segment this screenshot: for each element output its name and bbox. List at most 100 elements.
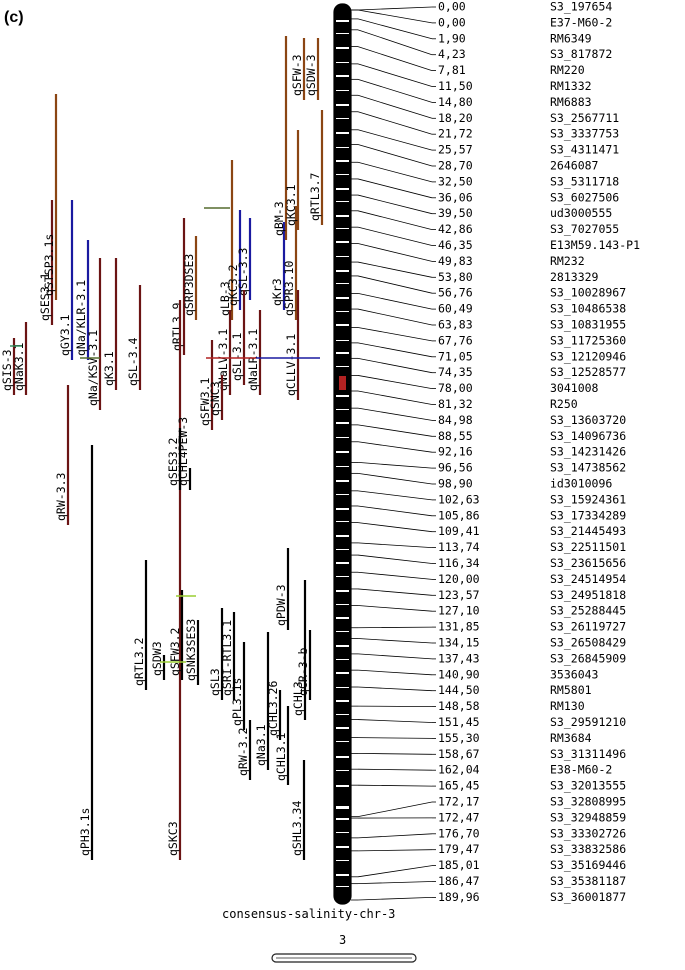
chromosome-band (336, 818, 349, 820)
qtl-label: qSFW3.1 (198, 377, 212, 426)
chromosome-band (336, 741, 349, 742)
marker-connector (357, 6, 433, 11)
marker-position: 148,58 (438, 699, 480, 713)
marker-name: S3_29591210 (550, 715, 626, 729)
marker-position: 46,35 (438, 238, 473, 252)
marker-connector (357, 94, 433, 119)
marker-connector (357, 505, 433, 517)
marker-connector (357, 129, 433, 151)
chromosome-band (336, 132, 349, 134)
marker-connector (357, 571, 433, 580)
marker-name: S3_14231426 (550, 445, 626, 459)
marker-connector (357, 357, 433, 374)
marker-connector (357, 638, 433, 644)
marker-connector (357, 178, 433, 199)
marker-name: S3_25288445 (550, 604, 626, 618)
marker-connector (357, 490, 433, 501)
chromosome-bar (333, 3, 352, 905)
marker-name: S3_15924361 (550, 492, 626, 506)
qtl-label: qSNC3 (208, 381, 222, 416)
marker-name: S3_817872 (550, 47, 612, 61)
marker-name: S3_11725360 (550, 333, 626, 347)
chromosome-band (336, 75, 349, 77)
marker-position: 60,49 (438, 302, 473, 316)
marker-position: 127,10 (438, 604, 480, 618)
marker-position: 14,80 (438, 95, 473, 109)
qtl-label: qNa3.1 (254, 724, 268, 766)
chromosome-band (336, 147, 349, 148)
chromosome-band (336, 860, 349, 861)
marker-name: S3_2567711 (550, 111, 619, 125)
marker-name: E38-M60-2 (550, 763, 612, 777)
marker-name: R250 (550, 397, 578, 411)
marker-position: 0,00 (438, 0, 466, 14)
chromosome-band (336, 340, 349, 341)
marker-name: S3_5311718 (550, 174, 619, 188)
qtl-label: qCHL3 (291, 681, 305, 716)
marker-position: 131,85 (438, 620, 480, 634)
chromosome-band (336, 409, 349, 410)
chromosome-title: consensus-salinity-chr-3 (222, 907, 395, 921)
chromosome-band (336, 270, 349, 272)
marker-position: 39,50 (438, 206, 473, 220)
chromosome-band (336, 188, 349, 190)
marker-connector (357, 881, 433, 885)
qtl-label: qPDW-3 (274, 584, 288, 626)
marker-name: S3_13603720 (550, 413, 626, 427)
qtl-label: qNaK3.1 (12, 342, 26, 391)
qtl-label: qRW-3.3 (54, 472, 68, 521)
marker-connector (357, 275, 433, 294)
chromosome-band (336, 118, 349, 119)
chromosome-band (336, 672, 349, 674)
marker-connector (357, 194, 433, 215)
marker-name: S3_3337753 (550, 127, 619, 141)
marker-position: 81,32 (438, 397, 473, 411)
marker-position: 109,41 (438, 524, 480, 538)
marker-position: 0,00 (438, 15, 466, 29)
marker-name: RM3684 (550, 731, 592, 745)
marker-name: S3_12120946 (550, 349, 626, 363)
chromosome-band (336, 104, 349, 106)
marker-name: S3_26508429 (550, 636, 626, 650)
marker-name: S3_22511501 (550, 540, 626, 554)
marker-name: S3_36001877 (550, 890, 626, 904)
chromosome-band (336, 256, 349, 257)
qtl-label: qSNK3SES3 (184, 619, 198, 681)
marker-name: S3_21445493 (550, 524, 626, 538)
qtl-label: qCR-3-b (296, 647, 310, 696)
chromosome-band (336, 451, 349, 453)
chromosome-band (336, 494, 349, 495)
qtl-label: qNaLR-3.1 (246, 329, 260, 391)
marker-connector (357, 111, 433, 135)
chromosome-band (336, 846, 349, 848)
qtl-label: qSPR3.10 (282, 261, 296, 316)
marker-connector (357, 669, 433, 676)
marker-name: RM6883 (550, 95, 592, 109)
qtl-label: qSL-3.1 (230, 332, 244, 381)
chromosome-band (336, 806, 349, 809)
marker-position: 144,50 (438, 683, 480, 697)
qtl-label: qRTL3.7 (308, 172, 322, 221)
chromosome-band (336, 215, 349, 217)
chromosome-number: 3 (339, 933, 346, 947)
marker-position: 102,63 (438, 492, 480, 506)
chromosome-band (336, 437, 349, 438)
marker-name: E37-M60-2 (550, 15, 612, 29)
marker-labels: 0,00 S3_197654 0,00 E37-M60-2 1,90 RM6349 4,23… (351, 0, 640, 904)
qtl-label: qK3.1 (102, 351, 116, 386)
chromosome-band (336, 395, 349, 397)
marker-connector (357, 626, 433, 629)
marker-position: 11,50 (438, 79, 473, 93)
marker-connector (357, 327, 433, 342)
chromosome-band (336, 62, 349, 63)
chromosome-band (336, 770, 349, 771)
chromosome-band (336, 174, 349, 175)
qtl-label: qGY3.1 (58, 314, 72, 356)
marker-name: S3_26119727 (550, 620, 626, 634)
marker-position: 137,43 (438, 651, 480, 665)
marker-connector (357, 261, 433, 278)
marker-name: RM6349 (550, 31, 592, 45)
marker-name: E13M59.143-P1 (550, 238, 640, 252)
chromosome-band (336, 480, 349, 482)
qtl-label: qSTSP3.1s (42, 234, 56, 296)
